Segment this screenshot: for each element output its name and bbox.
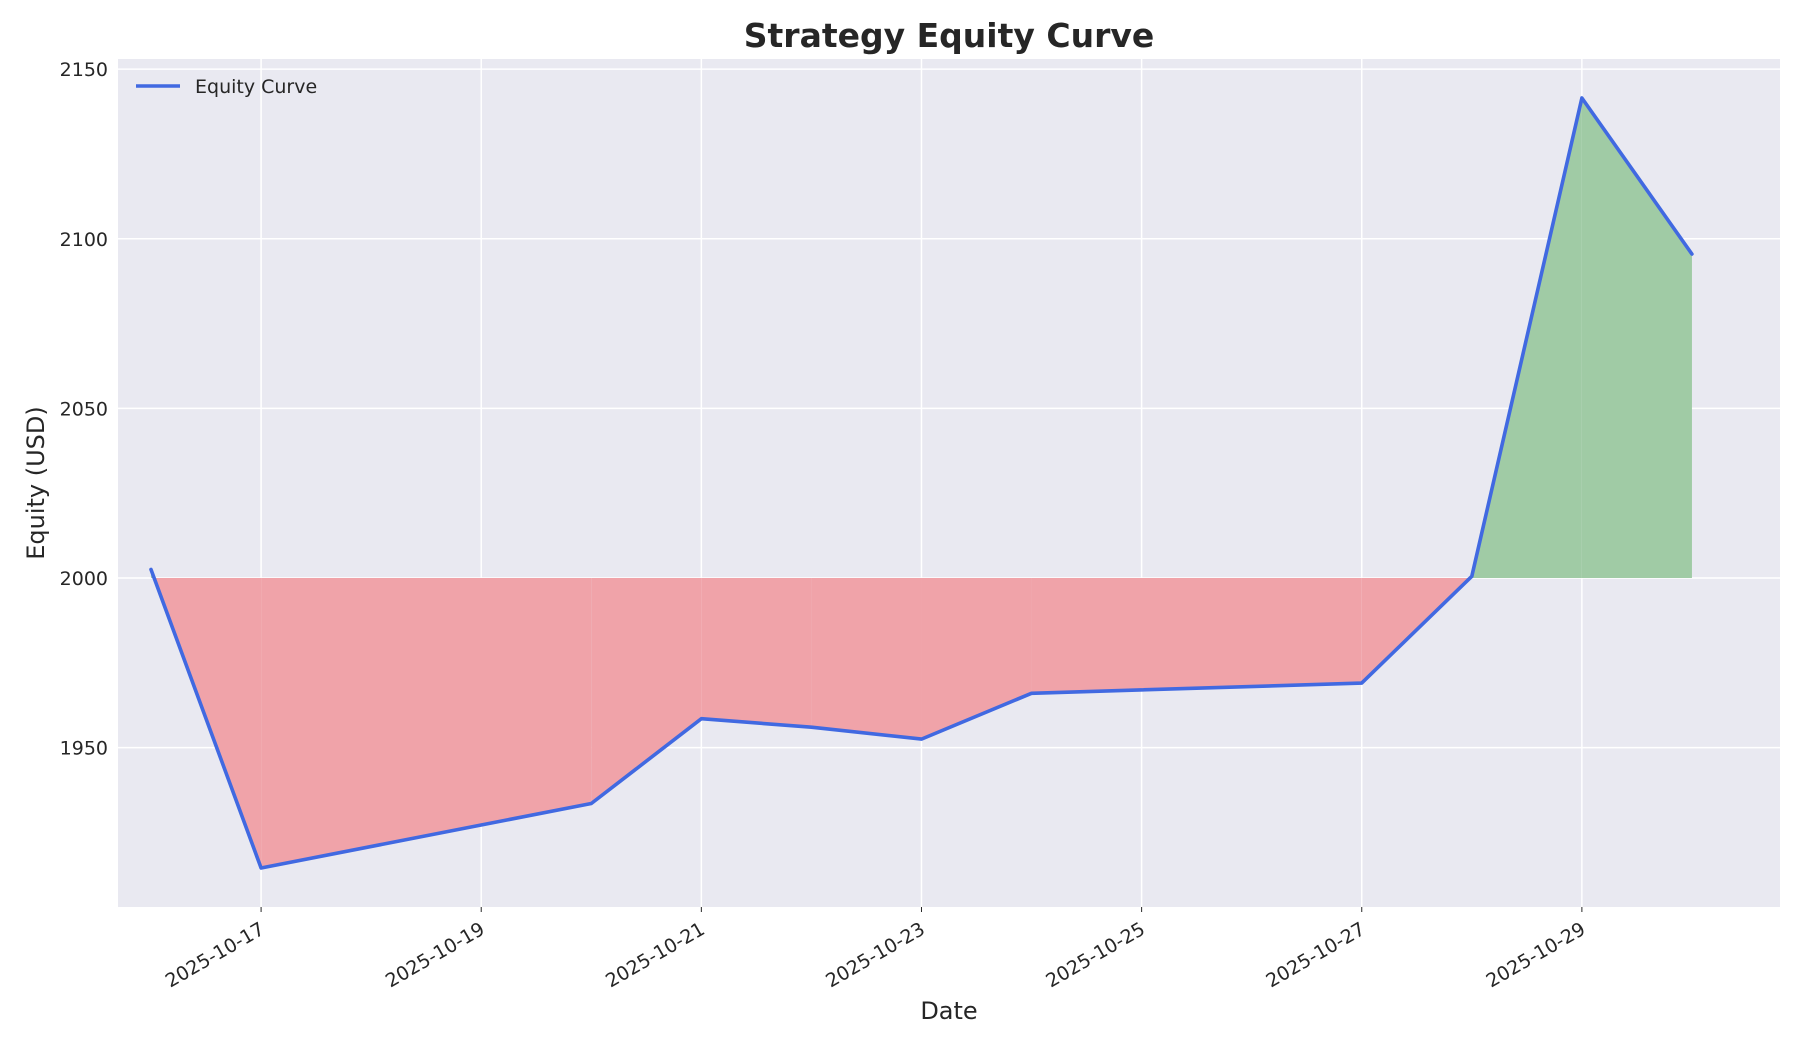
legend: Equity Curve [136, 76, 317, 98]
drawdown-fill [811, 577, 922, 740]
x-tick-label: 2025-10-17 [162, 918, 269, 992]
drawdown-fill [1031, 577, 1362, 694]
x-tick-label: 2025-10-25 [1042, 918, 1149, 992]
legend-label-equity-curve: Equity Curve [195, 76, 317, 98]
drawdown-fill [261, 577, 592, 868]
x-tick-label: 2025-10-21 [602, 918, 709, 992]
y-tick-label: 1950 [60, 738, 108, 760]
y-tick-label: 2000 [60, 568, 108, 590]
x-tick-label: 2025-10-29 [1483, 918, 1590, 992]
x-tick-label: 2025-10-19 [382, 918, 489, 992]
chart-title: Strategy Equity Curve [744, 16, 1155, 55]
x-tick-label: 2025-10-27 [1262, 918, 1369, 992]
y-axis-label: Equity (USD) [22, 406, 50, 560]
x-axis-label: Date [920, 997, 977, 1025]
y-tick-label: 2100 [60, 229, 108, 251]
x-tick-label: 2025-10-23 [822, 918, 929, 992]
y-tick-label: 2050 [60, 398, 108, 420]
drawdown-fill [701, 577, 812, 728]
line-layer [149, 96, 1694, 870]
y-tick-label: 2150 [60, 59, 108, 81]
drawdown-fill [921, 577, 1032, 740]
drawdown-fill [591, 577, 702, 804]
